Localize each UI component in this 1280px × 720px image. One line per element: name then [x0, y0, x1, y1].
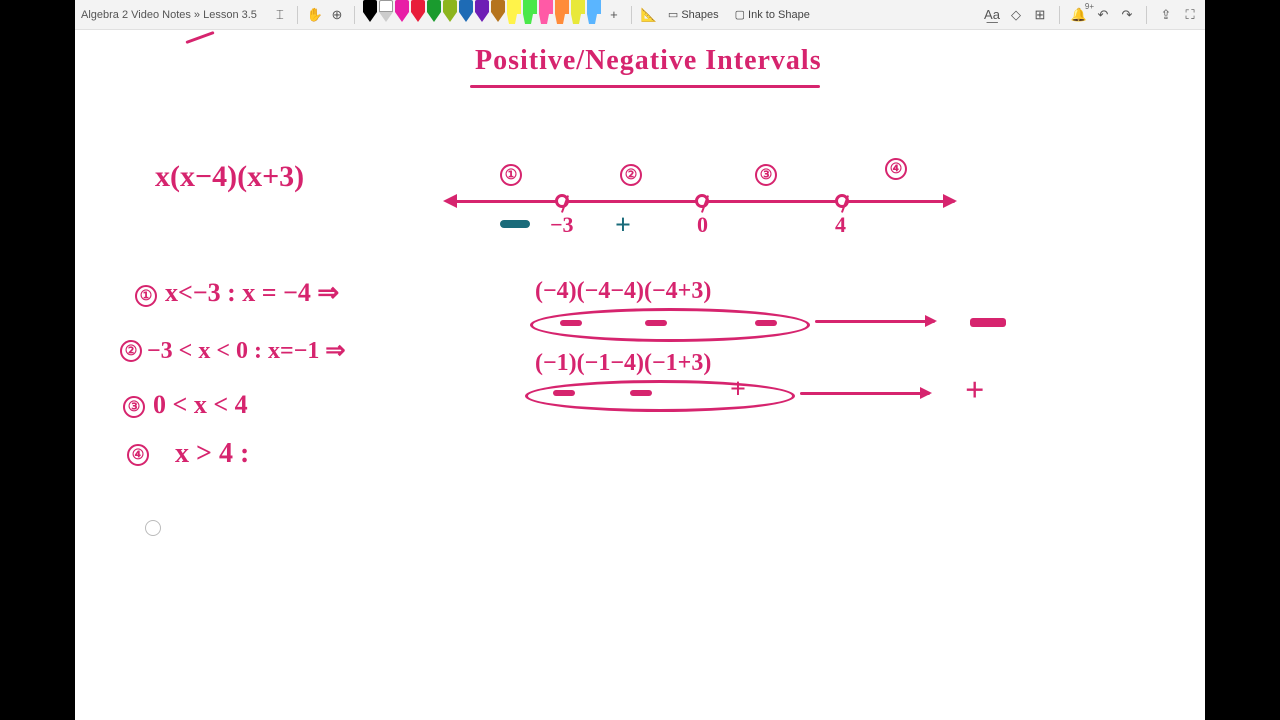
- region-label: ①: [500, 164, 522, 186]
- implies-arrow: [815, 320, 935, 323]
- highlighter-tool[interactable]: [523, 0, 537, 26]
- step2-calc: (−1)(−1−4)(−1+3): [535, 350, 711, 377]
- pen-tool[interactable]: [491, 0, 505, 26]
- sign-positive: +: [615, 210, 631, 242]
- page-title: Positive/Negative Intervals: [475, 45, 822, 77]
- separator: [1059, 6, 1060, 24]
- eraser-tool[interactable]: ◇: [1007, 6, 1025, 24]
- separator: [631, 6, 632, 24]
- result-positive: +: [965, 372, 984, 410]
- sign-plus: +: [730, 374, 746, 406]
- notifications-bell-icon[interactable]: 🔔: [1070, 6, 1088, 24]
- sign-dash: [755, 320, 777, 326]
- numline-value: 0: [697, 212, 708, 238]
- highlighter-tool[interactable]: [555, 0, 569, 26]
- region-label: ④: [885, 158, 907, 180]
- region-label: ②: [620, 164, 642, 186]
- highlighter-tool[interactable]: [507, 0, 521, 26]
- arrow-right-icon: [943, 194, 957, 208]
- pen-cursor-icon: [145, 520, 161, 536]
- pen-tool[interactable]: [443, 0, 457, 26]
- step3-condition: 0 < x < 4: [153, 390, 248, 420]
- step-marker: ①: [135, 285, 157, 307]
- step-marker: ④: [127, 444, 149, 466]
- pen-tool[interactable]: [459, 0, 473, 26]
- step1-calc: (−4)(−4−4)(−4+3): [535, 278, 711, 305]
- pen-palette: [363, 0, 601, 30]
- toolbar: Algebra 2 Video Notes » Lesson 3.5 ⌶ ✋ ⊕…: [75, 0, 1205, 30]
- pen-tool[interactable]: [379, 0, 393, 26]
- sign-negative: [500, 220, 530, 228]
- add-pen-button[interactable]: +: [605, 6, 623, 24]
- ink-to-shape-label: Ink to Shape: [748, 9, 810, 21]
- sign-dash: [630, 390, 652, 396]
- highlighter-tool[interactable]: [571, 0, 585, 26]
- pen-tool[interactable]: [475, 0, 489, 26]
- numline-point: [835, 194, 849, 208]
- pen-tool[interactable]: [363, 0, 377, 26]
- ink-stroke: [185, 31, 214, 44]
- breadcrumb[interactable]: Algebra 2 Video Notes » Lesson 3.5: [81, 9, 257, 21]
- highlighter-tool[interactable]: [587, 0, 601, 26]
- shapes-label: Shapes: [681, 9, 718, 21]
- numline-value: −3: [550, 212, 574, 238]
- step2-condition: −3 < x < 0 : x=−1 ⇒: [147, 336, 345, 365]
- share-button[interactable]: ⇪: [1157, 6, 1175, 24]
- ink-to-shape-button[interactable]: ▢ Ink to Shape: [729, 6, 816, 23]
- fullscreen-button[interactable]: ⛶: [1181, 6, 1199, 24]
- pen-tool[interactable]: [427, 0, 441, 26]
- redo-button[interactable]: ↷: [1118, 6, 1136, 24]
- expression: x(x−4)(x+3): [155, 160, 304, 194]
- sign-oval: [525, 380, 795, 412]
- sign-dash: [560, 320, 582, 326]
- numline-point: [695, 194, 709, 208]
- title-underline: [470, 85, 820, 88]
- step4-condition: x > 4 :: [175, 438, 249, 470]
- sign-dash: [645, 320, 667, 326]
- separator: [297, 6, 298, 24]
- pen-tool[interactable]: [411, 0, 425, 26]
- ink-to-text-button[interactable]: A͟a: [983, 6, 1001, 24]
- highlighter-tool[interactable]: [539, 0, 553, 26]
- undo-button[interactable]: ↶: [1094, 6, 1112, 24]
- number-line: ① ② ③ ④ −3 0 4 +: [445, 150, 965, 240]
- lasso-tool[interactable]: ⊕: [328, 6, 346, 24]
- ruler-tool[interactable]: 📐: [640, 6, 658, 24]
- region-label: ③: [755, 164, 777, 186]
- result-negative: [970, 318, 1006, 327]
- step-marker: ③: [123, 396, 145, 418]
- separator: [354, 6, 355, 24]
- step1-condition: x<−3 : x = −4 ⇒: [165, 278, 339, 308]
- note-canvas[interactable]: Positive/Negative Intervals x(x−4)(x+3) …: [75, 30, 1205, 720]
- text-cursor-tool[interactable]: ⌶: [271, 6, 289, 24]
- separator: [1146, 6, 1147, 24]
- sign-dash: [553, 390, 575, 396]
- insert-button[interactable]: ⊞: [1031, 6, 1049, 24]
- numline-value: 4: [835, 212, 846, 238]
- onenote-window: Algebra 2 Video Notes » Lesson 3.5 ⌶ ✋ ⊕…: [75, 0, 1205, 720]
- shapes-icon: ▭: [668, 8, 678, 21]
- pen-tool[interactable]: [395, 0, 409, 26]
- ink-to-shape-icon: ▢: [735, 8, 745, 21]
- implies-arrow: [800, 392, 930, 395]
- hand-tool[interactable]: ✋: [306, 6, 324, 24]
- step-marker: ②: [120, 340, 142, 362]
- shapes-button[interactable]: ▭ Shapes: [662, 6, 725, 23]
- arrow-left-icon: [443, 194, 457, 208]
- numline-point: [555, 194, 569, 208]
